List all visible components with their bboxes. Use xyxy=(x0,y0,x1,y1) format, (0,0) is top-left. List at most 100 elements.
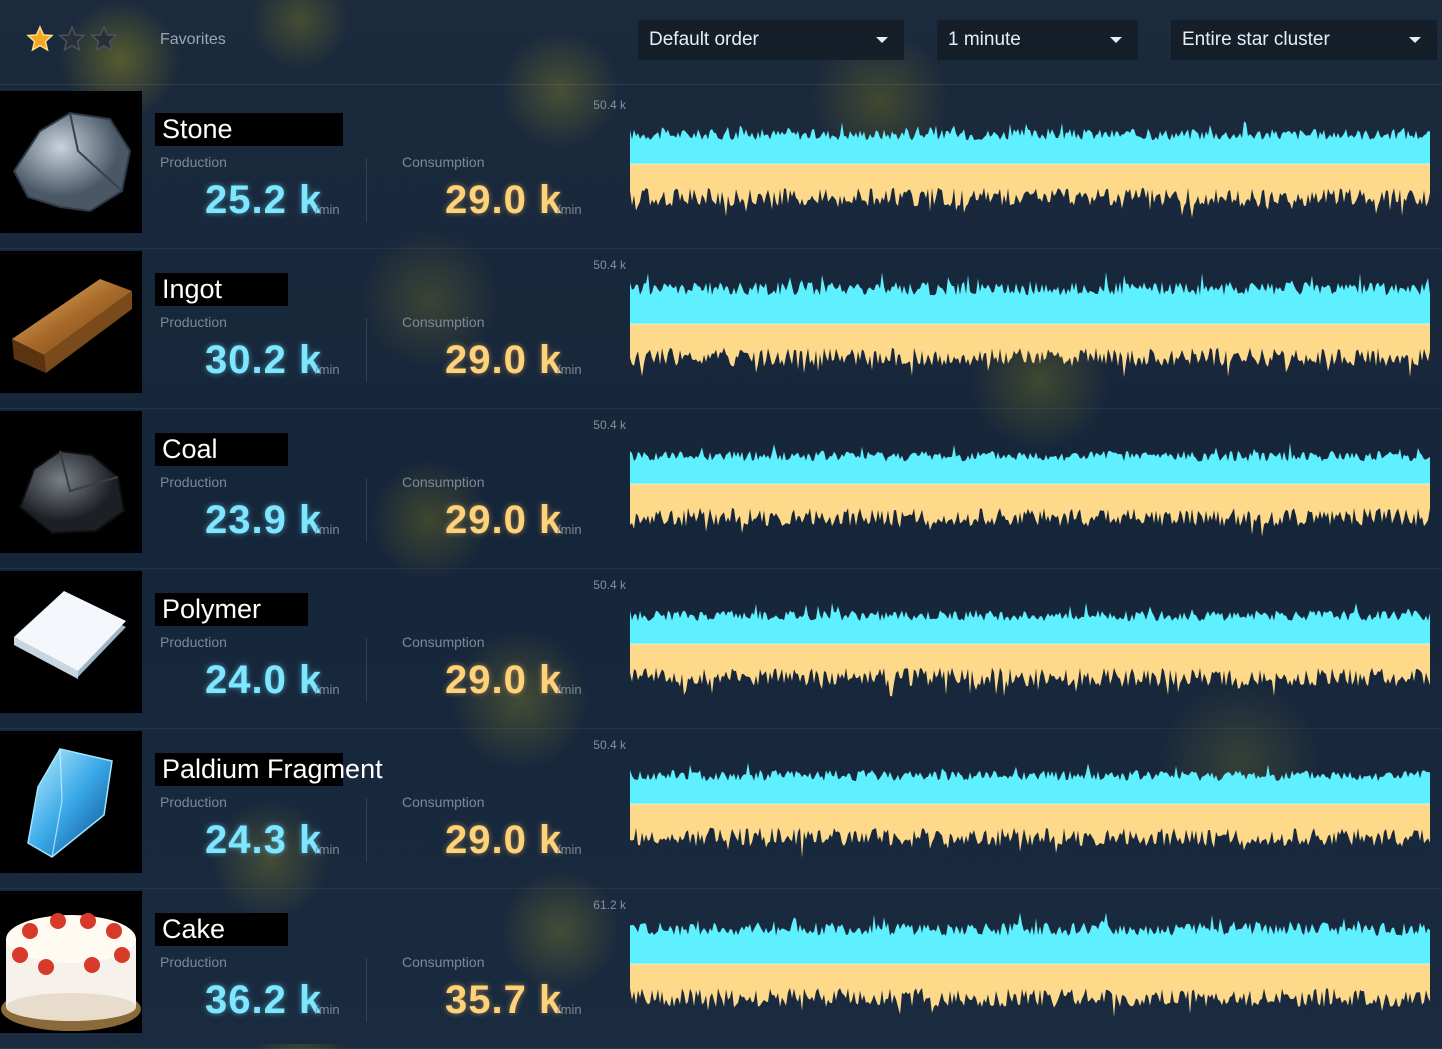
production-label: Production xyxy=(160,954,227,970)
polymer-icon xyxy=(14,591,126,679)
production-consumption-chart xyxy=(630,271,1430,378)
production-unit: /min xyxy=(315,1002,340,1017)
top-bar: Favorites Default order 1 minute Entire … xyxy=(0,0,1442,85)
chart-y-max-label: 61.2 k xyxy=(593,898,626,912)
resource-row-cake[interactable]: Cake Production 36.2 k /min Consumption … xyxy=(0,888,1442,1049)
production-consumption-chart xyxy=(630,602,1430,697)
production-unit: /min xyxy=(315,362,340,377)
resource-row-stone[interactable]: Stone Production 25.2 k /min Consumption… xyxy=(0,88,1442,249)
production-unit: /min xyxy=(315,682,340,697)
consumption-value: 29.0 k xyxy=(445,338,563,382)
resource-row-ingot[interactable]: Ingot Production 30.2 k /min Consumption… xyxy=(0,248,1442,409)
production-area xyxy=(630,912,1430,964)
favorite-stars xyxy=(26,25,118,53)
production-unit: /min xyxy=(315,202,340,217)
sort-order-select[interactable]: Default order xyxy=(638,20,904,60)
production-area xyxy=(630,121,1430,164)
scope-select[interactable]: Entire star cluster xyxy=(1171,20,1437,60)
chevron-down-icon xyxy=(1409,37,1421,43)
resource-name: Paldium Fragment xyxy=(155,753,383,786)
chart-y-max-label: 50.4 k xyxy=(593,258,626,272)
production-area xyxy=(630,602,1430,644)
chart-y-max-label: 50.4 k xyxy=(593,738,626,752)
production-unit: /min xyxy=(315,522,340,537)
favorites-label[interactable]: Favorites xyxy=(160,31,226,48)
consumption-label: Consumption xyxy=(402,474,485,490)
consumption-value: 29.0 k xyxy=(445,178,563,222)
star-empty-icon[interactable] xyxy=(90,25,118,53)
consumption-unit: /min xyxy=(557,362,582,377)
divider xyxy=(366,478,367,542)
chart-y-max-label: 50.4 k xyxy=(593,418,626,432)
consumption-value: 29.0 k xyxy=(445,498,563,542)
ingot-icon xyxy=(0,251,142,393)
paldium-fragment-icon xyxy=(27,748,113,858)
chevron-down-icon xyxy=(1110,37,1122,43)
coal-icon xyxy=(18,449,126,535)
stone-icon xyxy=(0,91,142,233)
divider xyxy=(366,638,367,702)
resource-name: Coal xyxy=(155,433,288,466)
production-area xyxy=(630,442,1430,484)
consumption-unit: /min xyxy=(557,202,582,217)
time-range-select[interactable]: 1 minute xyxy=(937,20,1138,60)
resource-row-coal[interactable]: Coal Production 23.9 k /min Consumption … xyxy=(0,408,1442,569)
cake-icon xyxy=(0,891,142,1033)
star-empty-icon[interactable] xyxy=(58,25,86,53)
stone-icon xyxy=(12,111,132,213)
production-consumption-chart xyxy=(630,762,1430,858)
consumption-area xyxy=(630,484,1430,537)
consumption-label: Consumption xyxy=(402,954,485,970)
consumption-unit: /min xyxy=(557,1002,582,1017)
production-area xyxy=(630,762,1430,804)
divider xyxy=(366,958,367,1022)
consumption-label: Consumption xyxy=(402,154,485,170)
star-filled-icon[interactable] xyxy=(26,25,54,53)
resource-row-polymer[interactable]: Polymer Production 24.0 k /min Consumpti… xyxy=(0,568,1442,729)
consumption-label: Consumption xyxy=(402,314,485,330)
production-label: Production xyxy=(160,314,227,330)
consumption-area xyxy=(630,804,1430,858)
chart-y-max-label: 50.4 k xyxy=(593,578,626,592)
consumption-area xyxy=(630,644,1430,697)
cake-icon xyxy=(1,913,141,1031)
consumption-unit: /min xyxy=(557,842,582,857)
consumption-value: 29.0 k xyxy=(445,658,563,702)
divider xyxy=(366,798,367,862)
divider xyxy=(366,318,367,382)
production-value: 23.9 k xyxy=(205,498,323,542)
consumption-area xyxy=(630,324,1430,378)
production-area xyxy=(630,271,1430,324)
resource-name: Ingot xyxy=(155,273,288,306)
consumption-value: 35.7 k xyxy=(445,978,563,1022)
production-value: 30.2 k xyxy=(205,338,323,382)
production-label: Production xyxy=(160,794,227,810)
resource-name: Polymer xyxy=(155,593,308,626)
consumption-area xyxy=(630,164,1430,218)
production-label: Production xyxy=(160,634,227,650)
production-value: 24.0 k xyxy=(205,658,323,702)
consumption-unit: /min xyxy=(557,682,582,697)
ingot-icon xyxy=(12,279,132,373)
consumption-label: Consumption xyxy=(402,794,485,810)
resource-row-paldium-fragment[interactable]: Paldium Fragment Production 24.3 k /min … xyxy=(0,728,1442,889)
consumption-unit: /min xyxy=(557,522,582,537)
production-consumption-chart xyxy=(630,912,1430,1018)
divider xyxy=(366,158,367,222)
paldium-fragment-icon xyxy=(0,731,142,873)
production-unit: /min xyxy=(315,842,340,857)
production-consumption-chart xyxy=(630,442,1430,537)
sort-order-value: Default order xyxy=(649,29,759,50)
consumption-value: 29.0 k xyxy=(445,818,563,862)
scope-value: Entire star cluster xyxy=(1182,29,1330,50)
production-label: Production xyxy=(160,474,227,490)
time-range-value: 1 minute xyxy=(948,29,1021,50)
resource-name: Cake xyxy=(155,913,288,946)
chart-y-max-label: 50.4 k xyxy=(593,98,626,112)
consumption-label: Consumption xyxy=(402,634,485,650)
consumption-area xyxy=(630,964,1430,1018)
production-value: 25.2 k xyxy=(205,178,323,222)
production-label: Production xyxy=(160,154,227,170)
chevron-down-icon xyxy=(876,37,888,43)
resource-name: Stone xyxy=(155,113,343,146)
